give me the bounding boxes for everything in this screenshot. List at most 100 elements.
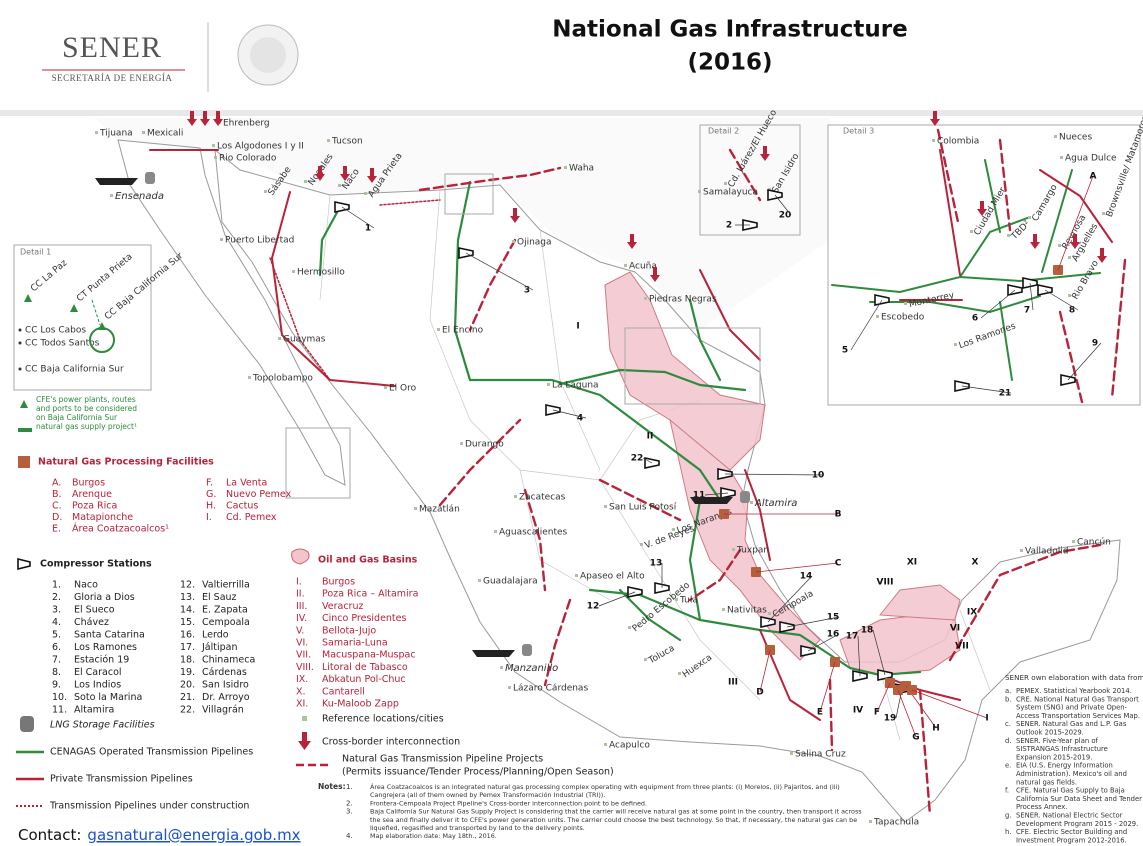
facility-letter: H xyxy=(932,724,940,734)
logo: SENER xyxy=(62,31,162,64)
city-label: Acapulco xyxy=(609,741,650,751)
city-label: Cancún xyxy=(1077,538,1111,548)
legend-key: II. xyxy=(296,589,305,600)
station-leader xyxy=(980,289,1016,319)
city-marker xyxy=(460,442,463,445)
legend-key: 21. xyxy=(180,692,195,703)
legend-key: X. xyxy=(296,686,306,697)
city-label: Agua Dulce xyxy=(1065,154,1117,164)
cross-border-arrow xyxy=(187,111,197,126)
station-leader xyxy=(341,206,375,229)
legend-key: 22. xyxy=(180,705,195,716)
station-leader xyxy=(872,629,886,676)
crossborder-legend-icon xyxy=(298,732,311,750)
baja-california xyxy=(117,139,346,486)
legend-item: Naco xyxy=(74,580,98,591)
note-text: Baja California Sur Natural Gas Supply P… xyxy=(370,808,862,816)
plant-list-item: CC Los Cabos xyxy=(25,326,86,336)
basin-numeral: VIII xyxy=(876,578,893,588)
land xyxy=(95,118,1121,823)
legend-key: 20. xyxy=(180,680,195,691)
cfe-note: and ports to be considered xyxy=(36,404,137,413)
city-marker xyxy=(500,666,503,669)
city-marker xyxy=(1072,540,1075,543)
basin-numeral: X xyxy=(972,558,979,568)
source-text: System (SNG) and Private Open- xyxy=(1016,704,1128,712)
station-leader xyxy=(552,409,587,419)
city-marker xyxy=(292,270,295,273)
detail-juarez-box xyxy=(444,173,494,215)
plant-ring xyxy=(89,327,115,353)
detail-label: Detail 1 xyxy=(20,248,51,257)
detail-label: Detail 2 xyxy=(708,127,739,136)
detail-3-box xyxy=(827,124,1141,406)
detail-bcs-box xyxy=(285,427,351,499)
city-marker xyxy=(575,574,578,577)
station-number: 9 xyxy=(1092,339,1098,349)
source-text: Administration). Mexico's oil and xyxy=(1016,770,1127,778)
source-key: d. xyxy=(1005,737,1011,745)
cross-border-arrow xyxy=(315,166,325,181)
station-number: 4 xyxy=(577,414,583,424)
station-number: 5 xyxy=(842,346,848,356)
contact-label: Contact: xyxy=(18,826,81,844)
legend-key: 5. xyxy=(52,630,61,641)
station-number: 15 xyxy=(827,613,840,623)
station-number: 20 xyxy=(779,211,792,221)
legend-item: LNG Storage Facilities xyxy=(50,720,155,731)
source-key: a. xyxy=(1005,687,1011,695)
facility-leader xyxy=(911,689,988,719)
legend-item: E. Zapata xyxy=(202,605,248,616)
legend-key: D. xyxy=(52,512,62,523)
construction-pipeline xyxy=(269,199,441,381)
city-label: Apaseo el Alto xyxy=(580,572,645,582)
contact-email[interactable]: gasnatural@energia.gob.mx xyxy=(87,826,300,844)
legend-key: III. xyxy=(296,601,307,612)
city-marker xyxy=(624,264,627,267)
facility-letter: C xyxy=(835,559,842,569)
cross-border-arrow xyxy=(650,267,660,282)
facility-leader xyxy=(819,661,836,713)
city-label: Colombia xyxy=(937,137,979,147)
lng-tank xyxy=(740,491,750,503)
legend-item: Veracruz xyxy=(322,601,363,612)
header-band xyxy=(0,110,1143,116)
city-label: Ojinaga xyxy=(517,238,552,248)
city-label: Tuxpan xyxy=(736,546,769,556)
station-number: 22 xyxy=(631,454,644,464)
city-label: Lázaro Cárdenas xyxy=(513,684,588,694)
station-number: 17 xyxy=(846,632,859,642)
facility-letter: A xyxy=(1090,172,1097,182)
legend-item: Burgos xyxy=(322,577,355,588)
city-marker xyxy=(675,598,678,601)
legend-key: IV. xyxy=(296,613,307,624)
title: National Gas Infrastructure xyxy=(552,17,907,43)
legend-item: Ku-Maloob Zapp xyxy=(322,699,399,710)
city-label: Aguascalientes xyxy=(499,528,568,538)
cross-border-arrow xyxy=(340,166,350,181)
legend-key: C. xyxy=(52,501,62,512)
city-marker xyxy=(327,139,330,142)
legend-item: La Venta xyxy=(226,478,267,489)
legend-key: E. xyxy=(52,524,61,535)
legend-item: Soto la Marina xyxy=(74,692,142,703)
city-label: Ensenada xyxy=(115,191,164,202)
city-marker xyxy=(876,315,879,318)
city-marker xyxy=(768,188,771,191)
cross-border-arrow xyxy=(1070,234,1080,249)
cross-border-arrow xyxy=(627,234,637,249)
facility-letter: G xyxy=(912,733,919,743)
station-leader xyxy=(465,252,534,291)
city-label: Guadalajara xyxy=(483,577,538,587)
legend-item: Gloria a Dios xyxy=(74,592,135,603)
station-leader xyxy=(857,635,861,677)
source-text: CFE. Natural Gas Supply to Baja xyxy=(1016,787,1125,795)
legend-item: Dr. Arroyo xyxy=(202,692,250,703)
legend-item: El Sauz xyxy=(202,592,237,603)
legend-key: 4. xyxy=(52,617,61,628)
source-key: b. xyxy=(1005,695,1011,703)
cross-border-arrow xyxy=(213,111,223,126)
city-marker xyxy=(750,501,753,504)
station-number: 11 xyxy=(693,491,706,501)
station-leader xyxy=(724,473,825,476)
